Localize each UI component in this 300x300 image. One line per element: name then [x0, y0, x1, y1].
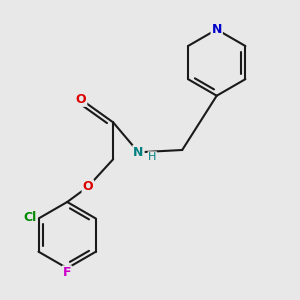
Text: F: F — [63, 266, 71, 279]
Text: N: N — [133, 146, 144, 159]
Text: N: N — [212, 23, 222, 36]
Text: O: O — [82, 180, 93, 193]
Text: H: H — [148, 152, 157, 162]
Text: O: O — [76, 93, 86, 106]
Text: Cl: Cl — [24, 211, 37, 224]
